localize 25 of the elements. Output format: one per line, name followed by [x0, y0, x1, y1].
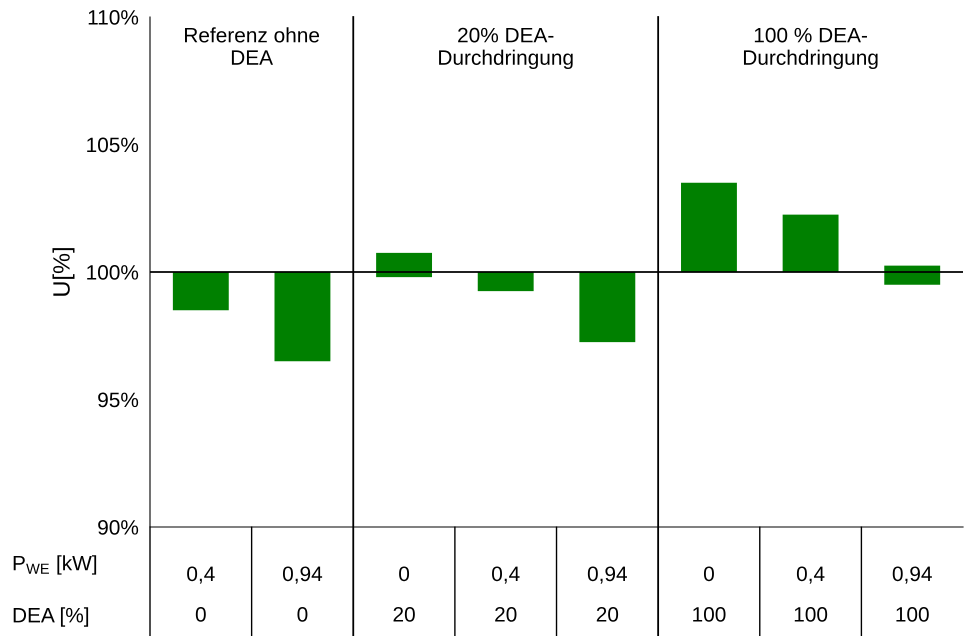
- bar: [172, 272, 229, 310]
- x-tick-label: 0,4 20: [492, 566, 520, 622]
- x-tick-label: 0,4 0: [187, 566, 215, 622]
- y-tick-label: 90%: [98, 520, 138, 535]
- text: P$_{WE}$ [kW] DEA [%]: [14, 555, 96, 627]
- bar: [782, 214, 839, 272]
- category-label: 0 20: [394, 566, 415, 622]
- category-label: 0 100: [693, 566, 726, 622]
- bar: [376, 252, 432, 278]
- y-tick-label: 100%: [87, 265, 138, 280]
- annotation: 20% DEA- Durchdringung: [439, 28, 573, 70]
- x-tick-label: 0,94 0: [282, 566, 322, 622]
- x-tick-label: 0,94 100: [892, 566, 932, 622]
- bar: [478, 272, 534, 292]
- x-tick-label: 0,4 100: [794, 566, 828, 622]
- y-tick-label: 95%: [98, 392, 138, 408]
- x-tick-label: 0,94 20: [588, 566, 627, 622]
- y-tick-label: 110%: [88, 10, 138, 25]
- bar: [681, 182, 737, 272]
- bar: [579, 272, 636, 342]
- y-tick-label: 105%: [87, 138, 138, 152]
- annotation: Referenz ohne DEA: [185, 27, 320, 65]
- y-axis-title: U[%]: [52, 248, 74, 296]
- annotation: 100 % DEA- Durchdringung: [744, 28, 878, 70]
- bar: [274, 272, 330, 362]
